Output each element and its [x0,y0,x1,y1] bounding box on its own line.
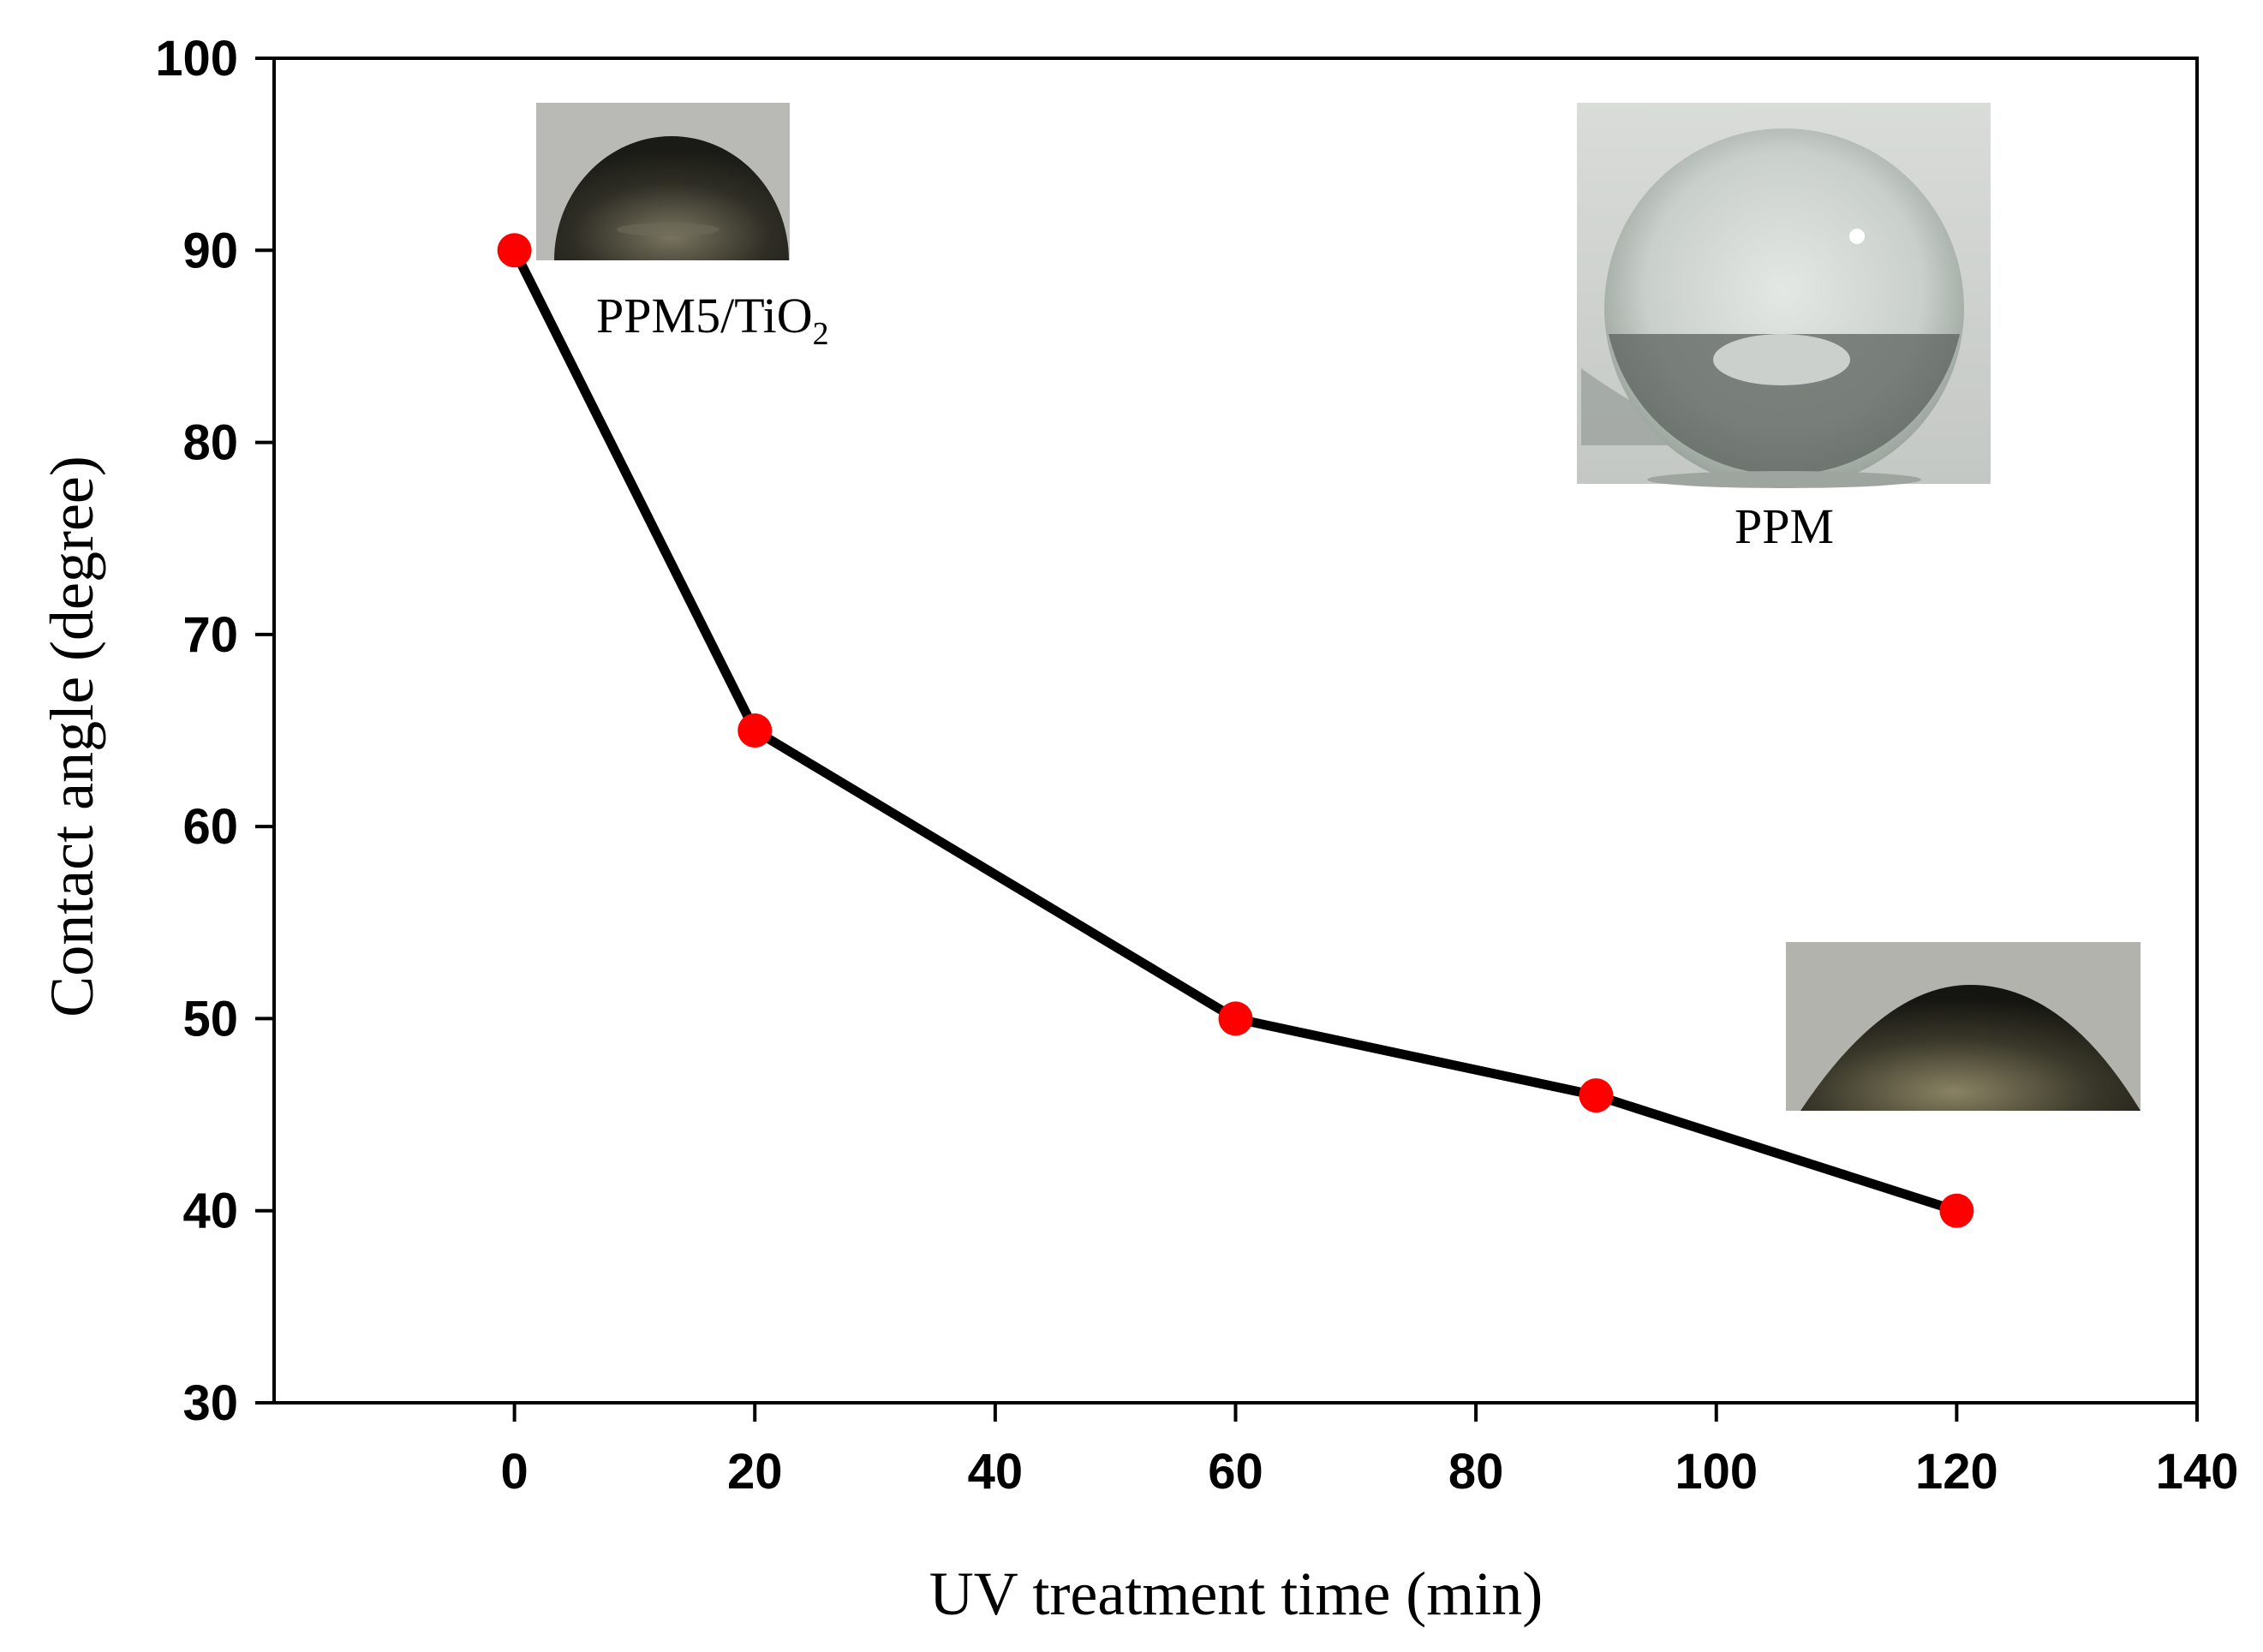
y-axis-ticks: 30 40 50 60 70 80 90 100 [155,31,274,1431]
y-tick-label: 80 [182,415,238,471]
y-axis-title: Contact angle (degree) [38,456,106,1017]
uv120-droplet-photo [1786,942,2141,1111]
y-tick-label: 40 [182,1184,238,1239]
y-tick-label: 70 [182,607,238,663]
x-tick-label: 120 [1915,1444,1998,1500]
data-point [1218,1001,1253,1036]
data-point [1939,1193,1974,1228]
x-tick-label: 140 [2156,1444,2239,1500]
x-tick-label: 0 [500,1444,528,1500]
ppm5-tio2-label: PPM5/TiO2 [596,288,829,352]
y-tick-label: 60 [182,799,238,855]
x-tick-label: 60 [1208,1444,1263,1500]
ppm-droplet-photo [1577,103,1991,488]
data-point [737,713,773,748]
ppm5-tio2-droplet-photo [536,103,790,260]
x-tick-label: 80 [1448,1444,1504,1500]
ppm-label: PPM [1735,498,1834,554]
x-axis-title: UV treatment time (min) [929,1560,1543,1628]
y-tick-label: 50 [182,991,238,1047]
y-tick-label: 100 [155,31,238,86]
x-axis-ticks: 0 20 40 60 80 100 120 140 [500,1403,2238,1500]
x-tick-label: 100 [1675,1444,1758,1500]
x-tick-label: 40 [968,1444,1024,1500]
series-layer [497,233,1974,1228]
data-point [1579,1078,1614,1113]
y-tick-label: 30 [182,1375,238,1431]
x-tick-label: 20 [727,1444,783,1500]
data-point [497,233,532,268]
y-tick-label: 90 [182,223,238,278]
